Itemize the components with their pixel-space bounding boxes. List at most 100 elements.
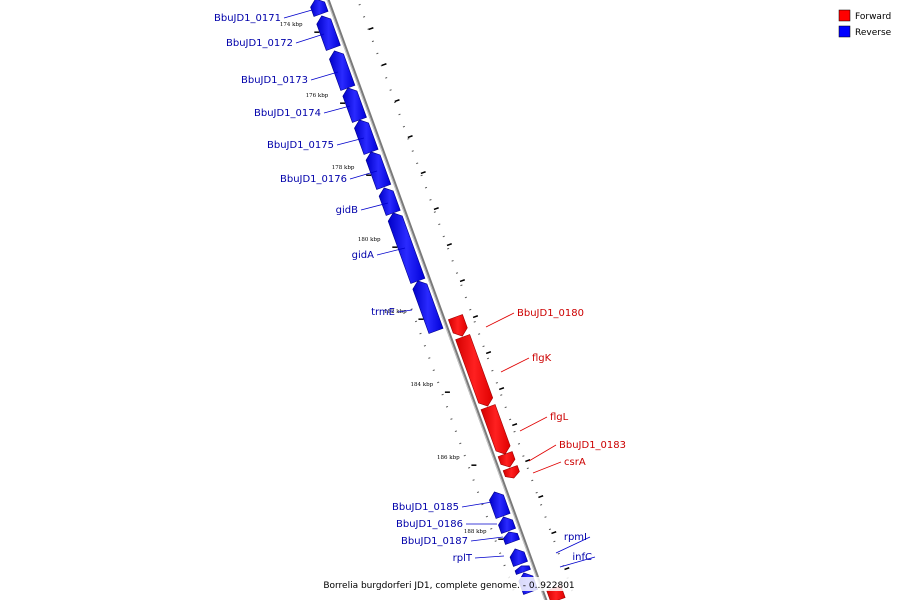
gene-arrow-rplT (509, 548, 528, 567)
gene-label-BbuJD1_0173: BbuJD1_0173 (241, 75, 308, 86)
minor-tick (553, 540, 556, 543)
gene-leader-line (336, 137, 365, 146)
gene-arrow-BbuJD1_0172 (316, 15, 341, 51)
backbone-line (326, 0, 548, 600)
gene-label-gidB: gidB (336, 205, 358, 216)
minor-tick (472, 479, 475, 481)
minor-tick (437, 381, 440, 384)
major-tick (420, 171, 426, 175)
minor-tick (476, 491, 480, 494)
minor-tick (410, 308, 413, 311)
gene-leader-line (376, 247, 406, 256)
gene-label-BbuJD1_0174: BbuJD1_0174 (254, 108, 321, 119)
gene-label-gidA: gidA (352, 250, 374, 261)
major-tick (459, 279, 466, 283)
gene-leader-line (555, 536, 591, 554)
minor-tick (509, 418, 512, 421)
gene-leader-line (283, 9, 313, 19)
minor-tick (429, 199, 432, 201)
minor-tick (423, 344, 427, 347)
minor-tick (376, 52, 379, 55)
gene-leader-line (470, 536, 504, 542)
minor-tick (469, 308, 472, 311)
gene-arrow-trmE (412, 280, 444, 334)
minor-tick (495, 382, 498, 384)
minor-tick (500, 394, 503, 396)
legend-swatch-forward (838, 9, 851, 22)
gene-label-BbuJD1_0186: BbuJD1_0186 (396, 519, 463, 530)
gene-label-BbuJD1_0187: BbuJD1_0187 (401, 536, 468, 547)
minor-tick (481, 503, 484, 506)
minor-tick (398, 113, 401, 116)
minor-tick (450, 418, 453, 420)
gene-leader-line (519, 416, 548, 432)
gene-label-BbuJD1_0183: BbuJD1_0183 (559, 440, 626, 451)
gene-label-BbuJD1_0180: BbuJD1_0180 (517, 308, 584, 319)
minor-tick (526, 467, 529, 470)
minor-tick (447, 247, 450, 250)
gene-leader-line (532, 461, 562, 474)
gene-arrow-flgL (480, 404, 511, 455)
major-tick (446, 243, 452, 247)
minor-tick (503, 564, 506, 567)
gene-label-BbuJD1_0185: BbuJD1_0185 (392, 502, 459, 513)
gene-leader-line (295, 33, 325, 44)
minor-tick (358, 3, 361, 6)
gene-arrow-csrA (502, 465, 520, 479)
minor-tick (414, 320, 418, 323)
minor-tick (486, 357, 490, 360)
gene-arrow-BbuJD1_0171 (310, 0, 329, 17)
minor-tick (459, 442, 462, 445)
minor-tick (482, 345, 485, 348)
scale-tick-label: 180 kbp (358, 237, 381, 243)
gene-arrow-BbuJD1_0180 (447, 314, 468, 337)
gene-arrow-flgK (455, 334, 494, 407)
map-caption: Borrelia burgdorferi JD1, complete genom… (323, 581, 574, 591)
major-tick (394, 99, 400, 103)
minor-tick (535, 491, 538, 494)
caption-background (318, 577, 580, 591)
minor-tick (428, 357, 431, 359)
gene-arrow-BbuJD1_0173 (329, 50, 356, 91)
minor-tick (445, 405, 449, 408)
minor-tick (416, 162, 419, 165)
label-layer: BbuJD1_0171 BbuJD1_0172 BbuJD1_0173 BbuJD1_… (214, 9, 626, 568)
minor-tick (419, 332, 422, 335)
minor-tick (385, 77, 388, 79)
minor-tick (371, 40, 375, 43)
gene-leader-line (461, 501, 493, 508)
minor-tick (522, 455, 525, 457)
gene-label-infC: infC (572, 552, 592, 563)
minor-tick (454, 430, 457, 433)
minor-tick (424, 186, 428, 189)
minor-tick (491, 369, 494, 372)
gene-leader-line (323, 105, 351, 114)
gene-leader-line (474, 555, 505, 559)
gene-label-BbuJD1_0176: BbuJD1_0176 (280, 174, 347, 185)
gene-leader-line (500, 357, 530, 373)
minor-tick (539, 504, 543, 506)
major-tick (433, 207, 439, 211)
gene-arrow-BbuJD1_0187 (502, 531, 520, 545)
scale-tick-label: 188 kbp (464, 529, 487, 535)
minor-tick (362, 16, 366, 18)
gene-label-BbuJD1_0171: BbuJD1_0171 (214, 13, 281, 24)
major-tick (512, 423, 518, 427)
backbone-highlight (326, 0, 546, 600)
minor-tick (438, 223, 441, 226)
minor-tick (451, 260, 454, 262)
major-tick (381, 63, 387, 67)
minor-tick (393, 101, 397, 104)
gene-label-rpmI: rpmI (564, 532, 587, 543)
minor-tick (544, 516, 547, 518)
scale-tick-label: 182 kbp (384, 309, 407, 315)
minor-tick (455, 272, 459, 274)
minor-tick (478, 333, 481, 335)
gene-leader-line (349, 170, 378, 180)
legend: Forward Reverse (838, 9, 892, 38)
minor-tick (499, 552, 502, 555)
minor-tick (494, 540, 497, 542)
gene-label-trmE: trmE (371, 307, 395, 318)
gene-leader-line (528, 444, 557, 462)
minor-tick (504, 406, 507, 409)
